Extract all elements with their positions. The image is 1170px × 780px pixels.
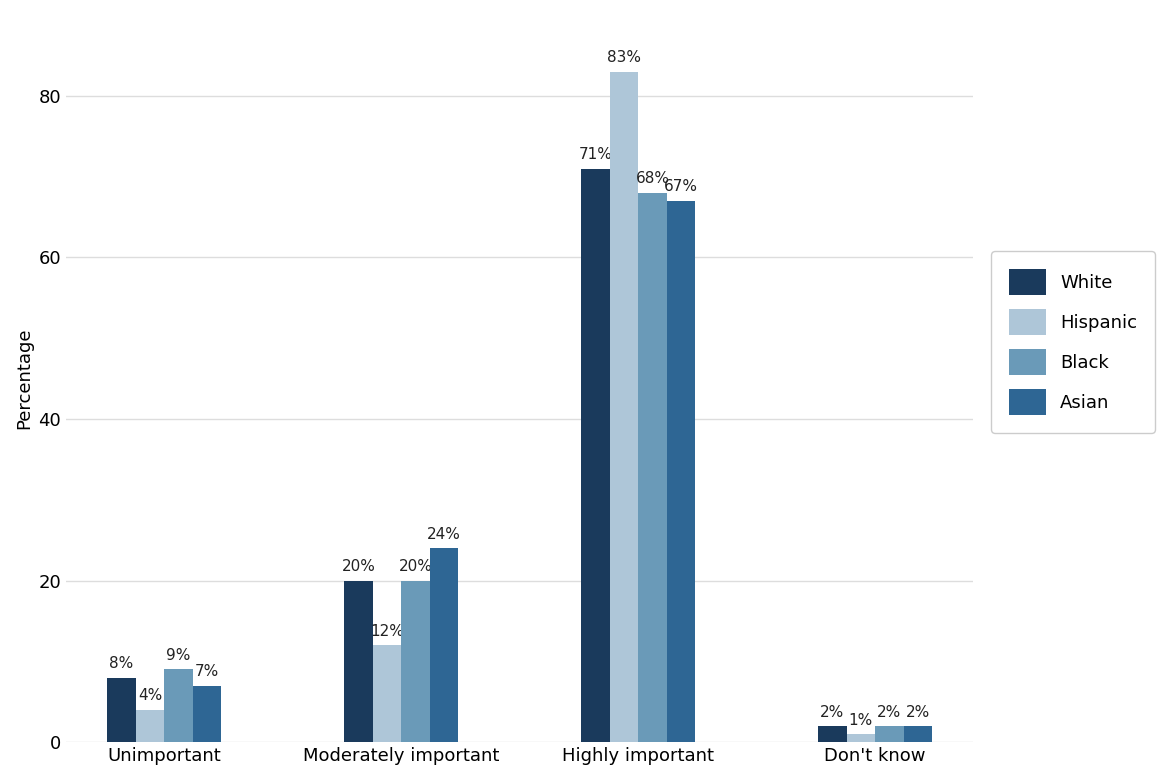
Text: 83%: 83% xyxy=(607,50,641,65)
Text: 4%: 4% xyxy=(138,689,163,704)
Bar xyxy=(581,168,610,742)
Text: 20%: 20% xyxy=(399,559,433,574)
Bar xyxy=(875,726,903,742)
Text: 12%: 12% xyxy=(370,624,404,639)
Bar xyxy=(344,580,373,742)
Bar xyxy=(373,645,401,742)
Text: 2%: 2% xyxy=(878,704,901,719)
Text: 68%: 68% xyxy=(635,172,669,186)
Bar xyxy=(401,580,429,742)
Text: 20%: 20% xyxy=(342,559,376,574)
Text: 7%: 7% xyxy=(194,664,219,679)
Text: 2%: 2% xyxy=(820,704,845,719)
Bar xyxy=(610,72,638,742)
Y-axis label: Percentage: Percentage xyxy=(15,328,33,429)
Bar xyxy=(164,669,193,742)
Text: 8%: 8% xyxy=(110,656,133,671)
Bar xyxy=(667,200,695,742)
Text: 1%: 1% xyxy=(848,713,873,728)
Text: 67%: 67% xyxy=(663,179,697,194)
Bar xyxy=(903,726,932,742)
Bar xyxy=(429,548,459,742)
Text: 71%: 71% xyxy=(579,147,612,162)
Bar xyxy=(638,193,667,742)
Bar xyxy=(847,734,875,742)
Bar xyxy=(136,710,164,742)
Bar xyxy=(818,726,847,742)
Text: 2%: 2% xyxy=(906,704,930,719)
Bar xyxy=(193,686,221,742)
Bar xyxy=(108,678,136,742)
Legend: White, Hispanic, Black, Asian: White, Hispanic, Black, Asian xyxy=(991,251,1155,433)
Text: 24%: 24% xyxy=(427,526,461,542)
Text: 9%: 9% xyxy=(166,648,191,663)
